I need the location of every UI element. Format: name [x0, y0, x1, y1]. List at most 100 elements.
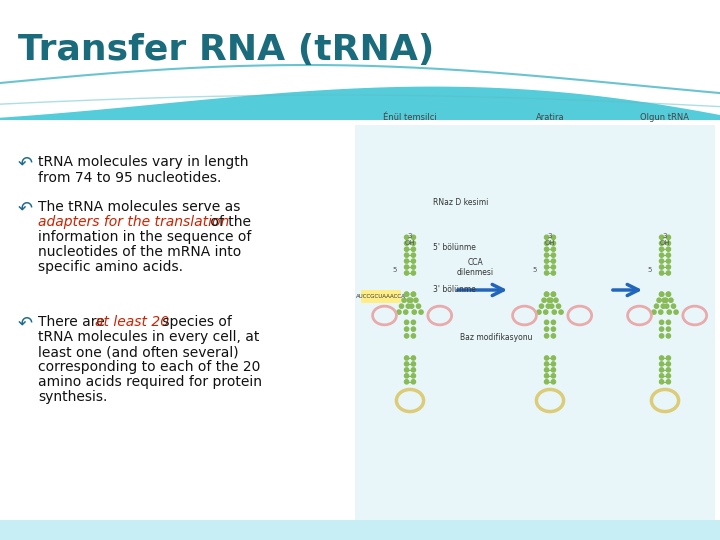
- Circle shape: [552, 362, 556, 366]
- Circle shape: [660, 368, 664, 372]
- Text: 5' bölünme: 5' bölünme: [433, 243, 476, 252]
- Circle shape: [405, 253, 409, 257]
- Circle shape: [671, 304, 675, 308]
- Circle shape: [552, 327, 556, 331]
- Text: species of: species of: [158, 315, 232, 329]
- Circle shape: [411, 362, 415, 366]
- Circle shape: [411, 271, 415, 275]
- Circle shape: [666, 241, 670, 245]
- Text: 5: 5: [647, 267, 652, 273]
- Circle shape: [666, 320, 670, 325]
- Circle shape: [666, 292, 670, 296]
- Circle shape: [660, 292, 664, 296]
- Circle shape: [405, 334, 409, 338]
- Circle shape: [666, 362, 670, 366]
- Circle shape: [411, 253, 415, 257]
- Text: AUCCGCUAAACCA: AUCCGCUAAACCA: [356, 294, 406, 299]
- Circle shape: [544, 292, 549, 296]
- Text: corresponding to each of the 20: corresponding to each of the 20: [38, 360, 261, 374]
- Circle shape: [666, 259, 670, 263]
- Circle shape: [660, 320, 664, 325]
- Circle shape: [660, 292, 664, 296]
- Circle shape: [552, 374, 556, 378]
- Circle shape: [666, 334, 670, 338]
- Circle shape: [411, 235, 415, 239]
- Text: at least 20: at least 20: [95, 315, 169, 329]
- Circle shape: [406, 304, 410, 308]
- Circle shape: [660, 356, 664, 360]
- Circle shape: [411, 380, 415, 384]
- Text: specific amino acids.: specific amino acids.: [38, 260, 183, 274]
- Circle shape: [665, 304, 669, 308]
- Circle shape: [539, 304, 544, 308]
- Text: amino acids required for protein: amino acids required for protein: [38, 375, 262, 389]
- Circle shape: [544, 292, 549, 296]
- Circle shape: [660, 334, 664, 338]
- Circle shape: [544, 362, 549, 366]
- Circle shape: [544, 380, 549, 384]
- Text: Énül temsilci: Énül temsilci: [383, 113, 437, 122]
- Bar: [0, 120, 720, 540]
- Text: adapters for the translation: adapters for the translation: [38, 215, 229, 229]
- Text: synthesis.: synthesis.: [38, 390, 107, 404]
- Circle shape: [552, 292, 556, 296]
- Circle shape: [660, 241, 664, 245]
- Circle shape: [537, 310, 541, 314]
- Circle shape: [544, 334, 549, 338]
- Circle shape: [660, 253, 664, 257]
- Circle shape: [411, 292, 415, 296]
- Circle shape: [666, 327, 670, 331]
- Circle shape: [411, 374, 415, 378]
- Circle shape: [407, 298, 411, 302]
- Circle shape: [552, 292, 556, 296]
- Text: 5: 5: [392, 267, 397, 273]
- Circle shape: [652, 310, 656, 314]
- Circle shape: [544, 247, 549, 251]
- Circle shape: [405, 259, 409, 263]
- Circle shape: [660, 374, 664, 378]
- Circle shape: [419, 310, 423, 314]
- Circle shape: [552, 253, 556, 257]
- Text: OH: OH: [545, 240, 555, 246]
- Circle shape: [544, 235, 549, 239]
- Circle shape: [542, 298, 546, 302]
- Circle shape: [666, 292, 670, 296]
- Text: Aratira: Aratira: [536, 113, 564, 122]
- Text: nucleotides of the mRNA into: nucleotides of the mRNA into: [38, 245, 241, 259]
- Text: There are: There are: [38, 315, 109, 329]
- Circle shape: [552, 320, 556, 325]
- Circle shape: [411, 265, 415, 269]
- Circle shape: [552, 265, 556, 269]
- Circle shape: [544, 310, 548, 314]
- Circle shape: [402, 298, 406, 302]
- Circle shape: [405, 292, 409, 296]
- Circle shape: [405, 368, 409, 372]
- Circle shape: [411, 247, 415, 251]
- Circle shape: [411, 259, 415, 263]
- Circle shape: [404, 310, 408, 314]
- Circle shape: [661, 304, 665, 308]
- Circle shape: [552, 380, 556, 384]
- Circle shape: [552, 334, 556, 338]
- Circle shape: [657, 298, 661, 302]
- Circle shape: [411, 241, 415, 245]
- Circle shape: [547, 298, 552, 302]
- Circle shape: [660, 362, 664, 366]
- Circle shape: [549, 298, 553, 302]
- Circle shape: [669, 298, 673, 302]
- Polygon shape: [0, 0, 720, 117]
- Bar: [0, 520, 720, 540]
- Circle shape: [546, 304, 550, 308]
- Circle shape: [666, 374, 670, 378]
- Text: from 74 to 95 nucleotides.: from 74 to 95 nucleotides.: [38, 171, 221, 185]
- Circle shape: [405, 265, 409, 269]
- Circle shape: [664, 298, 668, 302]
- Circle shape: [654, 304, 659, 308]
- Circle shape: [667, 310, 671, 314]
- Circle shape: [411, 356, 415, 360]
- Circle shape: [409, 298, 413, 302]
- Circle shape: [544, 253, 549, 257]
- Text: 5: 5: [532, 267, 536, 273]
- Text: of the: of the: [206, 215, 251, 229]
- Bar: [355, 125, 715, 535]
